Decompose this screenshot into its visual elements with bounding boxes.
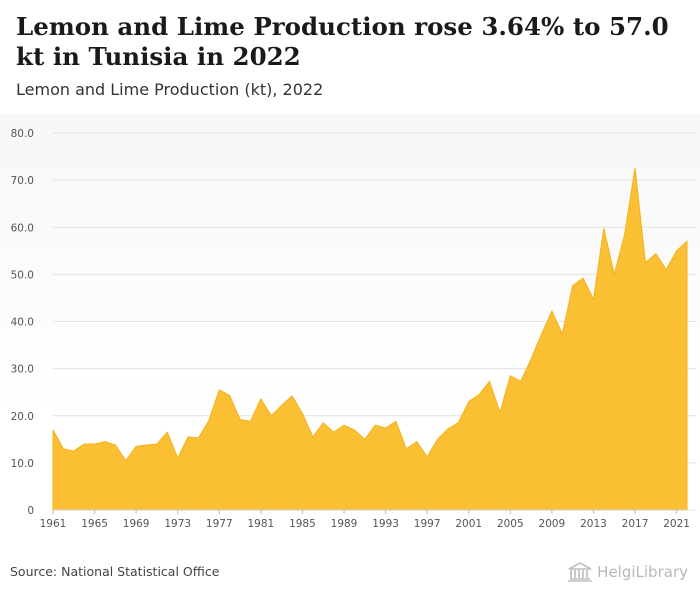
data-point [395, 420, 397, 422]
data-point [592, 298, 594, 300]
data-point [488, 380, 490, 382]
data-point [291, 395, 293, 397]
data-point [582, 277, 584, 279]
y-tick-label: 10.0 [11, 458, 34, 470]
y-tick-label: 40.0 [11, 317, 34, 329]
data-point [468, 400, 470, 402]
data-point [374, 424, 376, 426]
data-point [520, 380, 522, 382]
helgi-library-logo: HelgiLibrary [567, 560, 688, 584]
production-area [52, 167, 688, 511]
x-tick-label: 2001 [455, 518, 482, 530]
data-point [208, 419, 210, 421]
data-point [447, 428, 449, 430]
area-chart: 0 10.0 20.0 30.0 40.0 50.0 60.0 70.0 80.0 1961 196… [11, 128, 697, 530]
y-tick-label: 20.0 [11, 411, 34, 423]
data-point [73, 450, 75, 452]
data-point [187, 436, 189, 438]
data-point [457, 422, 459, 424]
data-point [686, 240, 688, 242]
data-point [249, 420, 251, 422]
data-point [499, 411, 501, 413]
data-point [675, 250, 677, 252]
data-point [312, 436, 314, 438]
data-point [530, 358, 532, 360]
y-tick-label: 60.0 [11, 222, 34, 234]
x-tick-label: 2017 [622, 518, 649, 530]
data-point [623, 233, 625, 235]
data-point [416, 440, 418, 442]
data-point [62, 448, 64, 450]
data-point [239, 418, 241, 420]
data-point [166, 431, 168, 433]
data-point [93, 443, 95, 445]
data-point [634, 167, 636, 169]
data-point [665, 268, 667, 270]
chart-title: Lemon and Lime Production rose 3.64% to … [16, 12, 669, 71]
data-point [156, 443, 158, 445]
data-point [353, 429, 355, 431]
data-point [322, 422, 324, 424]
x-tick-label: 2021 [663, 518, 690, 530]
chart-header: Lemon and Lime Production rose 3.64% to … [0, 0, 700, 114]
data-point [301, 412, 303, 414]
data-point [332, 431, 334, 433]
data-point [603, 227, 605, 229]
y-tick-label: 50.0 [11, 269, 34, 281]
data-point [218, 389, 220, 391]
logo-text: HelgiLibrary [597, 563, 688, 581]
data-point [228, 394, 230, 396]
data-point [52, 429, 54, 431]
data-point [270, 415, 272, 417]
data-point [177, 457, 179, 459]
data-point [83, 443, 85, 445]
x-tick-label: 2009 [539, 518, 566, 530]
data-point [384, 427, 386, 429]
data-point [571, 284, 573, 286]
x-tick-label: 1993 [372, 518, 399, 530]
y-tick-label: 80.0 [11, 128, 34, 140]
x-tick-label: 2013 [580, 518, 607, 530]
x-tick-label: 1961 [40, 518, 67, 530]
x-tick-label: 1965 [81, 518, 108, 530]
data-point [114, 444, 116, 446]
data-point [135, 445, 137, 447]
x-tick-label: 1997 [414, 518, 441, 530]
data-point [426, 456, 428, 458]
data-point [509, 374, 511, 376]
data-point [478, 393, 480, 395]
x-tick-label: 1989 [331, 518, 358, 530]
chart-footer: Source: National Statistical Office Helg… [0, 544, 700, 596]
source-note: Source: National Statistical Office [10, 564, 220, 579]
data-point [145, 444, 147, 446]
data-point [405, 448, 407, 450]
data-point [551, 310, 553, 312]
data-point [655, 252, 657, 254]
data-point [364, 438, 366, 440]
y-tick-label: 30.0 [11, 364, 34, 376]
data-point [280, 404, 282, 406]
x-tick-label: 1973 [164, 518, 191, 530]
x-tick-label: 1969 [123, 518, 150, 530]
y-tick-label: 70.0 [11, 175, 34, 187]
chart-subtitle: Lemon and Lime Production (kt), 2022 [16, 80, 324, 99]
data-point [436, 438, 438, 440]
x-tick-label: 1981 [248, 518, 275, 530]
data-point [561, 333, 563, 335]
library-building-icon [568, 562, 593, 582]
data-point [104, 440, 106, 442]
data-point [540, 333, 542, 335]
data-point [613, 273, 615, 275]
data-point [343, 424, 345, 426]
data-point [197, 437, 199, 439]
data-point [644, 261, 646, 263]
data-point [125, 459, 127, 461]
x-tick-label: 1985 [289, 518, 316, 530]
x-tick-label: 1977 [206, 518, 233, 530]
x-tick-label: 2005 [497, 518, 524, 530]
data-point [260, 398, 262, 400]
y-tick-label: 0 [27, 505, 34, 517]
